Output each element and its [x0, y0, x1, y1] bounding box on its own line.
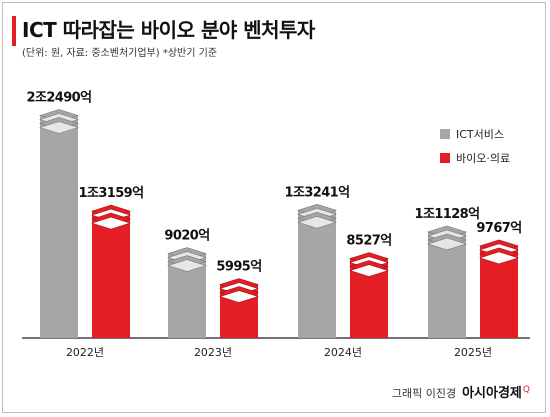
bar-c0-s1 — [92, 211, 130, 338]
bar-cap-c3-s1 — [479, 239, 519, 265]
legend-item-ict: ICT서비스 — [440, 126, 504, 142]
x-tick-label-0: 2022년 — [66, 346, 104, 359]
bar-c0-s0 — [40, 115, 78, 338]
bar-cap-c2-s1 — [349, 252, 389, 277]
bar-c2-s0 — [298, 210, 336, 338]
data-label-c1-s0: 9020억 — [164, 229, 209, 244]
bar-cap-c2-s0 — [297, 203, 337, 229]
x-tick-label-2: 2024년 — [324, 346, 362, 359]
legend-label-ict: ICT서비스 — [456, 128, 505, 141]
data-label-c1-s1: 5995억 — [216, 260, 261, 275]
chart-title: ICT 따라잡는 바이오 분야 벤처투자 — [22, 18, 315, 42]
legend-swatch-bio — [440, 153, 450, 163]
brand-mark-icon: Q — [522, 385, 530, 395]
x-tick-label-1: 2023년 — [194, 346, 232, 359]
bar-cap-c1-s0 — [167, 247, 207, 272]
title-accent-bar — [12, 16, 16, 46]
brand-logo: 아시아경제 — [462, 386, 522, 401]
bar-cap-c0-s1 — [91, 204, 131, 230]
bar-cap-c3-s0 — [427, 225, 467, 251]
chart-subtitle: (단위: 원, 자료: 중소벤처기업부) *상반기 기준 — [22, 48, 218, 59]
bar-cap-c0-s0 — [39, 109, 79, 134]
legend-swatch-ict — [440, 129, 450, 139]
graphic-frame — [2, 2, 546, 413]
data-label-c3-s0: 1조1128억 — [415, 207, 480, 222]
data-label-c3-s1: 9767억 — [476, 221, 521, 236]
data-label-c2-s0: 1조3241억 — [285, 185, 350, 200]
bar-cap-c1-s1 — [219, 278, 259, 303]
data-label-c0-s1: 1조3159억 — [79, 186, 144, 201]
legend-label-bio: 바이오·의료 — [456, 152, 511, 165]
footer-credit: 그래픽 이진경 아시아경제Q — [392, 382, 530, 401]
graphic-credit: 그래픽 이진경 — [391, 387, 457, 400]
legend-item-bio: 바이오·의료 — [440, 150, 510, 166]
x-tick-label-3: 2025년 — [454, 346, 492, 359]
data-label-c0-s0: 2조2490억 — [27, 90, 92, 105]
data-label-c2-s1: 8527억 — [346, 234, 391, 249]
